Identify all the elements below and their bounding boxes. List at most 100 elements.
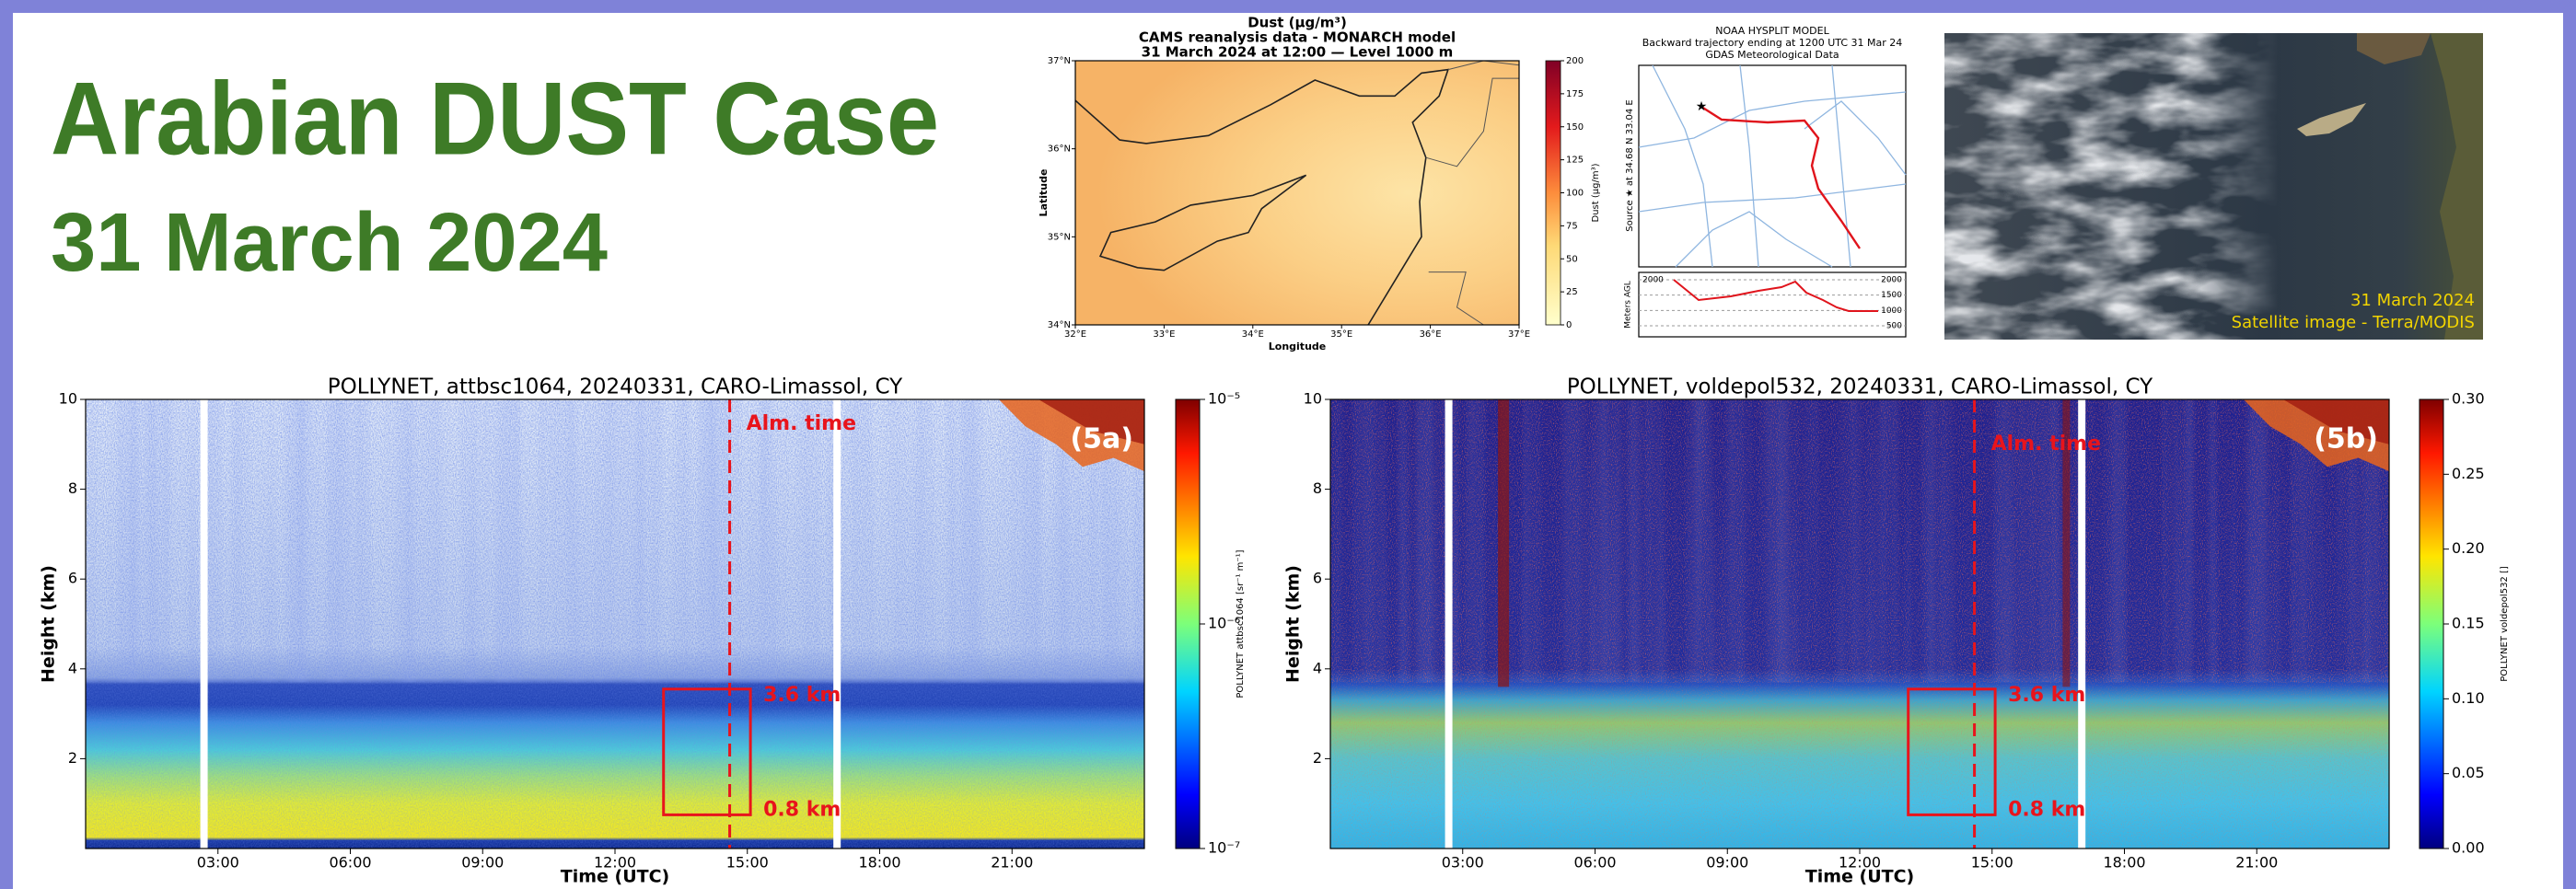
x-tick-label: 06:00 — [1573, 854, 1616, 872]
colorbar — [1175, 398, 1201, 849]
colorbar-tick-label: 0.20 — [2452, 539, 2485, 557]
map-line — [1652, 64, 1713, 268]
hysplit-title: NOAA HYSPLIT MODEL — [1715, 25, 1829, 37]
data-gap — [2078, 399, 2086, 849]
x-tick-label: 12:00 — [1839, 854, 1881, 872]
colorbar-tick-label: 0.10 — [2452, 689, 2485, 707]
x-tick-label: 32°E — [1064, 329, 1086, 340]
y-tick-label: 35°N — [1048, 232, 1071, 242]
x-tick-label: 12:00 — [594, 854, 636, 872]
hysplit-profile — [1638, 271, 1907, 338]
map-line — [1804, 100, 1907, 176]
y-tick-label: 2 — [68, 749, 77, 767]
x-axis-label: Time (UTC) — [1805, 867, 1914, 887]
x-tick-label: 03:00 — [197, 854, 239, 872]
data-gap — [1445, 399, 1453, 849]
y-axis-label: Latitude — [1038, 169, 1050, 217]
map-line — [1831, 64, 1851, 268]
trajectory — [1700, 105, 1861, 249]
colorbar-tick-label: 10⁻⁷ — [1208, 839, 1240, 857]
y-tick-label: 6 — [1313, 570, 1322, 587]
y-tick-label: 2 — [1313, 749, 1322, 767]
map-line — [1638, 91, 1907, 148]
y-axis-label: Height (km) — [1283, 565, 1304, 683]
data-gap — [200, 399, 208, 849]
x-tick-label: 09:00 — [1706, 854, 1748, 872]
border — [1428, 271, 1484, 326]
map-line — [1675, 211, 1833, 268]
date: 31 March 2024 — [51, 197, 608, 289]
map-line — [1638, 183, 1907, 213]
colorbar-tick-label: 0 — [1566, 320, 1572, 330]
border — [1425, 77, 1519, 167]
colorbar-label: POLLYNET voldepol532 [] — [2500, 566, 2510, 682]
colorbar-tick-label: 50 — [1566, 254, 1578, 264]
x-tick-label: 15:00 — [726, 854, 769, 872]
x-tick-label: 35°E — [1330, 329, 1352, 340]
y-tick-label: 36°N — [1048, 144, 1071, 155]
panel-label: (5b) — [2314, 422, 2378, 455]
annotation: 3.6 km — [2008, 684, 2085, 707]
x-axis-label: Longitude — [1269, 341, 1326, 352]
x-tick-label: 21:00 — [991, 854, 1033, 872]
colorbar-tick-label: 10⁻⁶ — [1208, 615, 1240, 632]
heatmap-texture — [1330, 399, 2389, 683]
hysplit-map — [1638, 64, 1907, 268]
panel-label: (5a) — [1070, 422, 1133, 455]
y-tick-label: 4 — [68, 659, 77, 676]
colorbar-tick-label: 175 — [1566, 89, 1584, 99]
y-tick-label: 8 — [68, 479, 77, 497]
colorbar-tick-label: 0.00 — [2452, 839, 2485, 857]
colorbar-tick-label: 150 — [1566, 122, 1584, 133]
x-tick-label: 15:00 — [1971, 854, 2013, 872]
colorbar-tick-label: 10⁻⁵ — [1208, 390, 1240, 408]
x-tick-label: 34°E — [1242, 329, 1264, 340]
x-tick-label: 37°E — [1508, 329, 1530, 340]
colorbar-tick-label: 75 — [1566, 221, 1578, 231]
hysplit-title: GDAS Meteorological Data — [1705, 49, 1839, 61]
y-tick-label: 34°N — [1048, 320, 1071, 330]
profile-tick-label: 1500 — [1881, 291, 1902, 300]
source-star: ★ — [1696, 99, 1708, 114]
heatmap-texture — [86, 399, 1144, 683]
data-gap — [833, 399, 841, 849]
coastline — [1074, 68, 1450, 326]
colorbar-tick-label: 200 — [1566, 56, 1584, 66]
annotation: Alm. time — [747, 412, 856, 435]
satellite-caption: Satellite image - Terra/MODIS — [2232, 313, 2475, 332]
y-tick-label: 10 — [59, 390, 77, 408]
heatmap-texture — [1330, 682, 2389, 849]
satellite-date: 31 March 2024 — [2350, 291, 2475, 310]
profile-line — [1673, 279, 1878, 312]
annotation: 0.8 km — [2008, 799, 2085, 822]
cloud-patch — [2283, 399, 2389, 444]
colorbar-tick-label: 100 — [1566, 189, 1584, 199]
annotation: Alm. time — [1991, 433, 2101, 456]
depol-stripe — [2062, 399, 2071, 687]
colorbar-tick-label: 0.25 — [2452, 465, 2485, 482]
annotation: 0.8 km — [763, 799, 841, 822]
plot-title: POLLYNET, voldepol532, 20240331, CARO-Li… — [1567, 375, 2153, 399]
annotation: 3.6 km — [763, 684, 841, 707]
x-tick-label: 06:00 — [329, 854, 371, 872]
colorbar-tick-label: 0.30 — [2452, 390, 2485, 408]
y-tick-label: 37°N — [1048, 56, 1071, 66]
profile-tick-label: 1000 — [1881, 306, 1902, 316]
y-tick-label: 6 — [68, 570, 77, 587]
x-tick-label: 09:00 — [461, 854, 504, 872]
hysplit-title: Backward trajectory ending at 1200 UTC 3… — [1642, 37, 1903, 49]
x-tick-label: 36°E — [1420, 329, 1442, 340]
coastline — [1098, 174, 1307, 271]
event-box — [662, 687, 752, 816]
colorbar-tick-label: 0.15 — [2452, 615, 2485, 632]
y-tick-label: 10 — [1304, 390, 1322, 408]
x-tick-label: 18:00 — [2103, 854, 2145, 872]
depol-stripe — [1498, 399, 1510, 687]
map-title: Dust (µg/m³) — [1247, 15, 1347, 31]
map-title: 31 March 2024 at 12:00 — Level 1000 m — [1142, 44, 1454, 61]
colorbar-tick-label: 125 — [1566, 156, 1584, 166]
x-axis-label: Time (UTC) — [561, 867, 669, 887]
colorbar — [2419, 398, 2444, 849]
